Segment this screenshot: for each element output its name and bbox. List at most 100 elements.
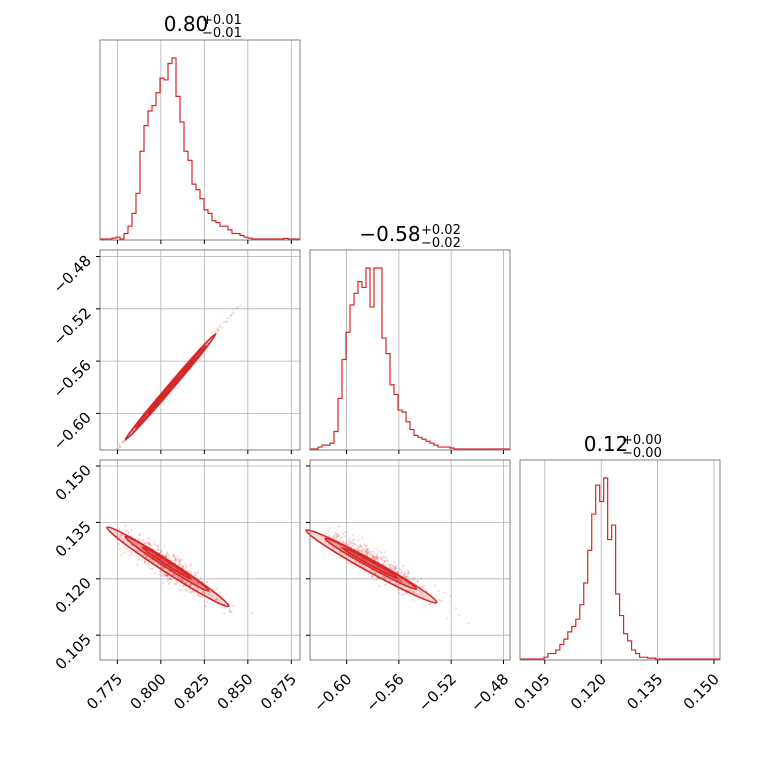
p20-scatter-point [174, 559, 178, 562]
p10-scatter-point [215, 330, 218, 333]
title-1-minus: −0.02 [421, 236, 461, 251]
p20-scatter-point [142, 553, 145, 556]
p21-scatter-point [454, 607, 457, 610]
p20-scatter-point [173, 556, 176, 559]
p21-scatter-point [437, 589, 440, 593]
p21-scatter-point [389, 564, 392, 567]
p21-scatter-point [329, 526, 332, 530]
p20-scatter-point [171, 554, 175, 557]
p21-scatter-point [332, 534, 335, 537]
p21-scatter-point [339, 556, 342, 559]
p20-scatter-point [144, 542, 147, 545]
p21-scatter-point [359, 544, 362, 548]
p21-scatter-point [374, 556, 377, 559]
p21-scatter-point [357, 548, 360, 551]
p21-scatter-point [365, 544, 368, 547]
p20-scatter-point [179, 578, 183, 581]
p21-scatter-point [420, 577, 423, 580]
p20-scatter-point [181, 588, 184, 591]
p21-scatter-point [361, 549, 364, 553]
p21-scatter-point [365, 547, 368, 551]
p20-scatter-point [189, 564, 192, 567]
p20-scatter-point [143, 559, 146, 562]
p21-scatter-point [407, 571, 410, 575]
p20-scatter-point [182, 585, 185, 588]
p20-scatter-point [163, 573, 167, 576]
p21-scatter-point [398, 591, 401, 595]
p21-scatter-point [371, 575, 374, 578]
p21-scatter-point [359, 545, 362, 548]
p21-scatter-point [422, 586, 425, 589]
p21-scatter-point [394, 567, 397, 570]
p20-scatter-point [178, 560, 181, 563]
p21-scatter-point [339, 551, 342, 554]
p20-scatter-point [174, 557, 177, 560]
p21-scatter-point [393, 566, 396, 569]
p21-scatter-point [395, 582, 398, 585]
p20-scatter-point [125, 529, 128, 532]
xtick-label-0-1: 0.800 [127, 670, 170, 713]
p21-scatter-point [396, 570, 399, 574]
p10-scatter-point [226, 317, 229, 320]
ytick-label-2-3: 0.150 [52, 461, 95, 504]
p20-scatter-point [149, 557, 152, 561]
p20-scatter-point [170, 578, 173, 581]
title-0-value: 0.80 [164, 12, 209, 36]
tick-layer: 0.105 0.120 0.135 0.150 0.775 0.800 0.825 0.850… [50, 240, 723, 715]
p20-scatter-point [189, 563, 192, 566]
p20-scatter-point [193, 571, 196, 574]
p20-scatter-point [142, 542, 145, 545]
p20-scatter-point [189, 572, 192, 575]
p21-scatter-point [378, 550, 381, 553]
p21-scatter-point [412, 577, 415, 580]
p20-scatter-point [127, 532, 130, 535]
p21-scatter-point [372, 557, 375, 560]
p21-scatter-point [373, 558, 377, 561]
p21-scatter-point [385, 582, 388, 586]
p10-scatter-point [117, 442, 121, 445]
p21-scatter-point [370, 568, 373, 572]
p20-scatter-point [186, 569, 190, 572]
p20-scatter-point [179, 584, 182, 587]
p20-scatter-point [148, 541, 151, 544]
p10-scatter-point [237, 306, 240, 309]
p21-scatter-point [400, 572, 403, 576]
p20-scatter-point [152, 561, 155, 564]
p10-scatter-point [224, 320, 227, 323]
p20-scatter-point [116, 534, 119, 538]
p21-scatter-point [434, 584, 437, 587]
xtick-label-0-0: 0.775 [83, 670, 126, 713]
p21-scatter-point [350, 562, 353, 565]
p21-scatter-point [404, 576, 407, 579]
p21-scatter-point [361, 548, 365, 551]
title-2-plus: +0.00 [622, 433, 662, 448]
p21-scatter-point [376, 553, 379, 556]
p21-scatter-point [361, 536, 364, 540]
p21-scatter-point [336, 533, 339, 536]
p21-scatter-point [366, 552, 369, 555]
p10-scatter-point [216, 328, 219, 331]
p21-scatter-point [343, 534, 346, 538]
p21-scatter-point [402, 574, 405, 578]
p21-scatter-point [359, 550, 362, 553]
p20-scatter [114, 524, 254, 615]
p21-scatter-point [375, 547, 378, 551]
p20-scatter-point [162, 566, 166, 570]
p20-scatter-point [151, 567, 154, 570]
p21-scatter-point [382, 562, 385, 565]
p20-scatter-point [193, 591, 196, 594]
p20-scatter-point [147, 541, 150, 545]
p21-scatter-point [400, 579, 403, 582]
p20-scatter-point [199, 584, 202, 587]
p21-scatter-point [356, 546, 359, 550]
p21-scatter-point [402, 593, 405, 596]
p20-scatter-point [143, 542, 146, 545]
p21-scatter-point [394, 567, 398, 570]
p21-scatter-point [397, 588, 400, 592]
p10-scatter-point [239, 304, 242, 307]
p20-scatter-point [189, 591, 193, 594]
p21-scatter-point [341, 540, 344, 543]
p21-scatter-point [422, 584, 426, 587]
